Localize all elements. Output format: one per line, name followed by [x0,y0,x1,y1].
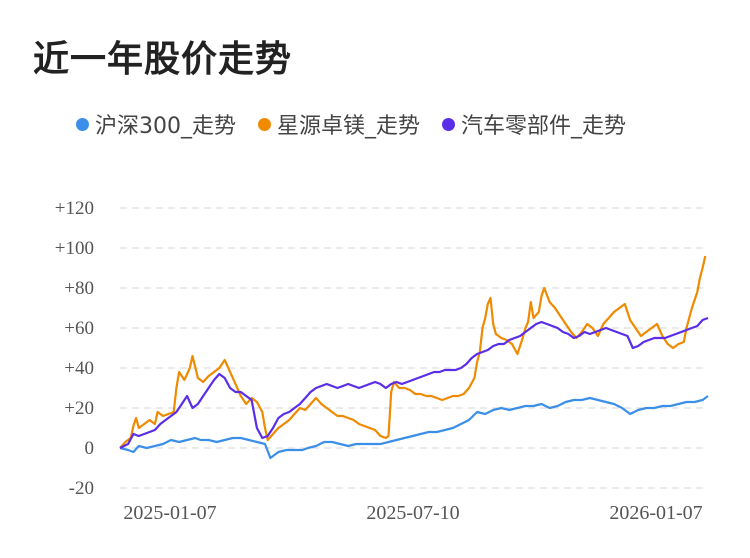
y-tick-label: +100 [55,238,94,259]
y-tick-label: +120 [55,198,94,219]
legend-item-auto-parts[interactable]: 汽车零部件_走势 [442,108,626,140]
legend: 沪深300_走势 星源卓镁_走势 汽车零部件_走势 [76,108,648,140]
legend-dot-xyzm [258,117,271,131]
x-tick-label: 2025-01-07 [123,502,216,524]
x-axis-ticks: 2025-01-07 2025-07-10 2026-01-07 [123,502,702,524]
legend-dot-hs300 [76,117,89,131]
y-axis-ticks: +120 +100 +80 +60 +40 +20 0 -20 [55,198,94,499]
series-line-1 [119,255,707,449]
series-layer [119,255,709,460]
x-tick-label: 2025-07-10 [366,502,459,524]
y-tick-label: +80 [64,278,94,299]
chart-title: 近一年股价走势 [33,39,293,80]
x-tick-label: 2026-01-07 [609,502,702,524]
legend-item-xyzm[interactable]: 星源卓镁_走势 [258,108,420,140]
legend-label-xyzm: 星源卓镁_走势 [277,114,421,139]
legend-item-hs300[interactable]: 沪深300_走势 [76,108,236,140]
legend-label-auto-parts: 汽车零部件_走势 [461,114,627,139]
series-line-0 [119,395,709,460]
y-tick-label: -20 [69,478,94,499]
legend-label-hs300: 沪深300_走势 [95,114,236,139]
y-tick-label: +20 [64,398,94,419]
series-line-2 [119,316,709,449]
legend-dot-auto-parts [442,117,456,131]
y-tick-label: +40 [64,358,94,379]
y-tick-label: 0 [85,438,95,459]
y-tick-label: +60 [64,318,94,339]
grid-layer [120,207,708,489]
